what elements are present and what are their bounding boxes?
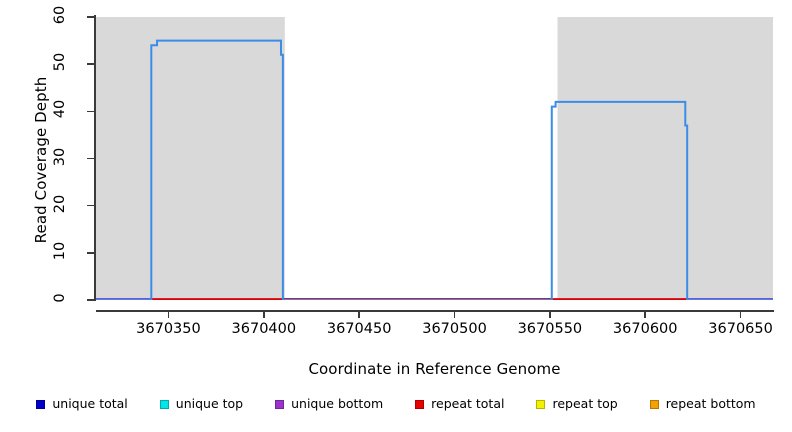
x-tick <box>358 310 360 318</box>
square-swatch-icon <box>159 399 169 409</box>
y-tick <box>87 252 95 254</box>
legend-item-label: unique bottom <box>291 396 384 411</box>
legend-item-label: repeat bottom <box>665 396 756 411</box>
square-swatch-icon <box>275 399 285 409</box>
repeat-region-right <box>557 17 773 300</box>
shaded-regions-group <box>96 17 773 300</box>
square-swatch-icon <box>415 399 425 409</box>
legend-item-label: repeat total <box>431 396 505 411</box>
legend-item[interactable]: unique total <box>36 396 128 411</box>
y-tick-label: 40 <box>52 100 68 119</box>
plot-svg <box>96 17 773 300</box>
y-axis-title: Read Coverage Depth <box>32 76 50 244</box>
coverage-step-line <box>96 39 773 300</box>
x-tick-label: 3670650 <box>708 321 773 337</box>
plot-area <box>96 17 773 300</box>
x-tick <box>739 310 742 318</box>
square-swatch-icon <box>649 399 659 409</box>
y-tick-label: 10 <box>52 241 68 261</box>
y-tick <box>87 110 95 113</box>
y-tick <box>87 299 95 301</box>
coverage-line-group <box>96 39 773 300</box>
legend-item[interactable]: repeat top <box>536 396 618 411</box>
x-tick-label: 3670550 <box>517 321 583 337</box>
y-tick <box>87 16 95 18</box>
y-tick <box>87 204 95 207</box>
plot-clip <box>96 17 773 300</box>
x-tick <box>549 310 551 318</box>
y-tick-label: 30 <box>52 147 68 166</box>
x-tick <box>167 310 170 318</box>
x-tick-label: 3670500 <box>422 321 487 337</box>
legend-item[interactable]: repeat bottom <box>649 396 756 411</box>
legend-item-label: unique top <box>175 396 244 411</box>
x-tick <box>453 310 456 318</box>
y-tick-label: 60 <box>52 5 68 25</box>
x-tick-label: 3670400 <box>231 321 297 337</box>
square-swatch-icon <box>36 399 46 409</box>
x-tick-label: 3670350 <box>136 321 201 337</box>
repeat-region-left <box>96 17 285 300</box>
legend-item-label: unique total <box>52 396 128 411</box>
x-tick <box>263 310 265 318</box>
legend-item[interactable]: repeat total <box>415 396 505 411</box>
x-axis-line <box>96 310 774 312</box>
y-tick <box>87 63 95 65</box>
chart-legend: unique total unique top unique bottom repea… <box>0 396 792 411</box>
x-axis-title: Coordinate in Reference Genome <box>308 360 561 378</box>
y-tick-label: 0 <box>52 293 68 303</box>
legend-item[interactable]: unique top <box>159 396 244 411</box>
y-tick <box>87 157 95 160</box>
x-tick-label: 3670600 <box>612 321 678 337</box>
x-tick <box>644 310 647 318</box>
legend-item-label: repeat top <box>552 396 618 411</box>
legend-item[interactable]: unique bottom <box>275 396 384 411</box>
y-tick-label: 20 <box>52 194 68 213</box>
x-tick-label: 3670450 <box>326 321 392 337</box>
y-tick-label: 50 <box>52 52 68 72</box>
square-swatch-icon <box>536 399 546 409</box>
